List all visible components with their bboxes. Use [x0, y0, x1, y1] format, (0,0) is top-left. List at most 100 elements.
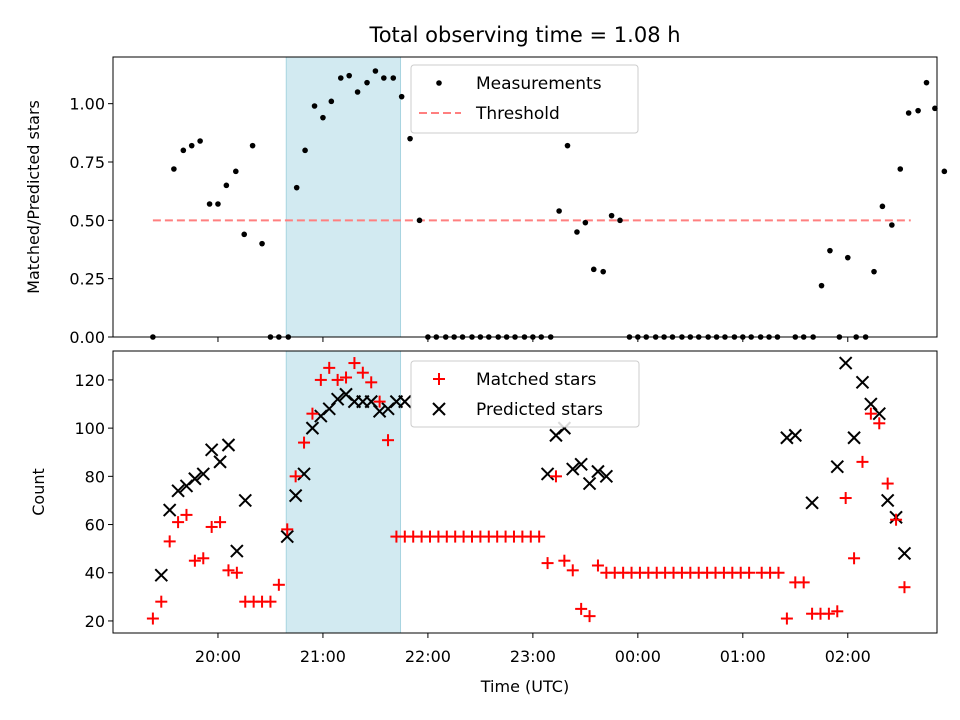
x-tick-label: 23:00 — [510, 647, 556, 666]
measurement-point — [827, 247, 833, 254]
predicted-point — [398, 394, 412, 409]
predicted-point — [880, 493, 895, 508]
x-tick-label: 20:00 — [195, 647, 241, 666]
matched-point — [205, 520, 218, 533]
measurement-point — [206, 201, 213, 207]
matched-point — [272, 578, 285, 591]
legend-marker-matched — [433, 373, 445, 385]
matched-point — [797, 576, 810, 589]
predicted-point — [897, 546, 912, 561]
predicted-point — [238, 493, 252, 508]
x-tick-label: 21:00 — [300, 647, 346, 666]
matched-point — [541, 557, 554, 570]
top-axes-frame — [112, 56, 938, 338]
measurement-point — [328, 98, 335, 105]
matched-point — [197, 552, 210, 565]
bottom-y-axis: 20 40 60 80 100 120 — [74, 371, 113, 631]
matched-point — [365, 376, 378, 389]
top-y-tick-label: 0.00 — [69, 328, 105, 347]
predicted-point — [830, 459, 844, 474]
matched-point — [340, 371, 353, 384]
matched-point — [214, 516, 227, 529]
matched-point — [591, 559, 604, 572]
matched-stars-series — [146, 357, 911, 625]
top-y-tick-label: 1.00 — [69, 95, 105, 114]
predicted-point — [540, 467, 555, 481]
top-y-tick-label: 0.75 — [69, 153, 105, 172]
matched-point — [890, 513, 903, 526]
matched-point — [831, 605, 844, 618]
predicted-point — [204, 443, 219, 457]
legend-label-matched: Matched stars — [476, 370, 596, 390]
legend-label-predicted: Predicted stars — [476, 400, 603, 420]
measurement-point — [390, 75, 397, 81]
matched-point — [163, 535, 176, 548]
measurement-point — [844, 254, 851, 261]
predicted-point — [297, 467, 311, 481]
predicted-point — [582, 476, 597, 491]
top-legend-box — [410, 64, 639, 134]
predicted-point — [574, 457, 588, 471]
predicted-point — [330, 392, 345, 406]
matched-point — [230, 566, 243, 579]
predicted-point — [230, 544, 244, 558]
top-highlight-span — [285, 56, 402, 338]
predicted-point — [162, 503, 177, 517]
predicted-point — [780, 431, 794, 445]
legend-marker-measurements — [436, 80, 442, 86]
top-legend: Measurements Threshold — [410, 64, 639, 134]
bottom-y-label: Count — [29, 468, 48, 516]
x-tick-label: 01:00 — [720, 647, 766, 666]
measurement-point — [407, 135, 413, 142]
predicted-point — [599, 469, 614, 484]
matched-point — [848, 552, 861, 565]
measurement-point — [923, 79, 930, 86]
measurement-point — [941, 168, 948, 175]
measurement-point — [180, 147, 187, 154]
matched-point — [281, 523, 294, 536]
matched-point — [348, 357, 361, 370]
chart-title: Total observing time = 1.08 h — [368, 23, 680, 47]
matched-point — [856, 455, 869, 468]
measurement-point — [188, 142, 195, 149]
matched-point — [881, 477, 894, 490]
matched-point — [558, 554, 571, 567]
x-tick-label: 02:00 — [825, 647, 871, 666]
measurement-point — [556, 208, 562, 214]
measurement-point — [879, 203, 886, 210]
bottom-legend-box — [410, 360, 640, 428]
bottom-axes-frame — [112, 350, 938, 634]
predicted-point — [372, 404, 387, 418]
measurement-point — [381, 75, 387, 81]
matched-point — [264, 595, 277, 608]
measurement-point — [905, 110, 912, 116]
predicted-point — [213, 455, 227, 469]
bottom-y-tick-label: 40 — [85, 564, 105, 583]
legend-label-threshold: Threshold — [475, 104, 560, 124]
predicted-point — [305, 421, 320, 435]
matched-point — [772, 566, 785, 579]
matched-point — [323, 361, 336, 374]
matched-point — [155, 595, 168, 608]
top-x-ticks — [217, 337, 849, 342]
measurement-point — [416, 217, 423, 224]
measurement-point — [932, 105, 938, 112]
matched-point — [180, 508, 193, 521]
measurement-point — [582, 219, 589, 226]
matched-point — [583, 610, 596, 623]
matched-point — [533, 530, 546, 543]
bottom-y-tick-label: 100 — [74, 419, 105, 438]
bottom-y-tick-label: 120 — [74, 371, 105, 390]
measurement-point — [871, 268, 877, 275]
matched-point — [566, 564, 579, 577]
measurement-point — [608, 212, 615, 219]
measurement-point — [346, 72, 352, 79]
predicted-point — [872, 406, 886, 421]
bottom-x-axis: 20:00 21:00 22:00 23:00 00:00 01:00 02:00 — [195, 633, 871, 666]
matched-point — [864, 407, 877, 420]
measurement-point — [241, 231, 248, 238]
measurement-point — [223, 182, 230, 189]
predicted-point — [847, 431, 861, 445]
x-tick-label: 00:00 — [615, 647, 661, 666]
matched-point — [549, 470, 562, 483]
